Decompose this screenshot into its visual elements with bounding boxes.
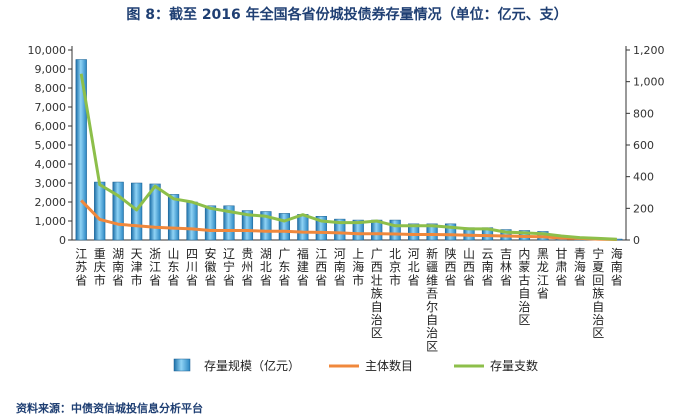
bar-10 [241, 210, 254, 241]
right-tick-label: 0 [633, 234, 640, 247]
left-tick-label: 3,000 [35, 177, 67, 190]
line-series-1 [80, 199, 617, 241]
category-label: 湖北省 [260, 246, 272, 287]
bar-2 [94, 181, 106, 241]
left-tick-label: 8,000 [35, 82, 67, 95]
bar-21 [444, 223, 457, 241]
left-tick-label: 1,000 [35, 215, 67, 228]
left-tick-label: 9,000 [35, 63, 67, 76]
left-tick-label: 0 [59, 234, 66, 247]
category-label: 山西省 [463, 247, 475, 287]
bar-14 [315, 216, 327, 241]
left-tick-label: 4,000 [35, 158, 67, 171]
bar-4 [131, 182, 143, 241]
category-label: 重庆市 [94, 247, 106, 287]
category-label: 上海市 [352, 247, 364, 287]
bar-3 [112, 181, 124, 241]
right-tick-label: 200 [633, 202, 654, 215]
bar-5 [149, 183, 161, 241]
legend-label: 存量支数 [490, 358, 538, 373]
category-label: 河南省 [334, 247, 346, 287]
category-label: 宁夏回族自治区 [592, 246, 604, 340]
chart-title: 图 8：截至 2016 年全国各省份城投债券存量情况（单位：亿元、支） [126, 7, 568, 23]
left-tick-label: 7,000 [35, 101, 67, 114]
bar-7 [186, 201, 198, 241]
category-label: 新疆维吾尔自治区 [426, 246, 438, 353]
bar-12 [278, 213, 290, 241]
left-tick-label: 10,000 [28, 44, 67, 57]
legend-label: 存量规模（亿元） [204, 358, 300, 373]
bar-19 [408, 223, 420, 241]
category-label: 江苏省 [75, 247, 87, 287]
right-tick-label: 1,000 [633, 76, 665, 89]
category-label: 海南省 [611, 246, 623, 287]
bar-20 [426, 223, 438, 241]
bar-8 [204, 205, 217, 241]
category-label: 云南省 [481, 247, 493, 287]
category-label: 江西省 [315, 247, 327, 287]
bar-6 [167, 194, 180, 241]
right-tick-label: 400 [633, 171, 654, 184]
bar-9 [223, 205, 235, 241]
bar-18 [389, 219, 401, 241]
category-label: 广东省 [278, 247, 290, 287]
right-tick-label: 1,200 [633, 44, 665, 57]
category-label: 天津市 [131, 247, 143, 287]
category-label: 山东省 [168, 247, 180, 287]
category-label: 贵州省 [241, 247, 253, 287]
category-label: 北京市 [389, 247, 401, 287]
legend-label: 主体数目 [365, 358, 413, 373]
category-label: 安徽省 [204, 246, 216, 287]
bar-15 [334, 218, 346, 241]
left-tick-label: 6,000 [35, 120, 67, 133]
legend-swatch-bar [173, 358, 191, 372]
category-label: 四川省 [186, 247, 198, 287]
category-label: 黑龙江省 [537, 247, 549, 301]
source-note: 资料来源：中债资信城投信息分析平台 [16, 402, 203, 415]
bar-16 [352, 219, 364, 241]
category-label: 浙江省 [149, 247, 161, 287]
category-label: 甘肃省 [555, 247, 567, 287]
category-label: 福建省 [297, 246, 309, 287]
category-label: 辽宁省 [223, 247, 235, 287]
category-label: 河北省 [408, 247, 420, 287]
category-label: 内蒙古自治区 [518, 247, 530, 327]
category-label: 吉林省 [500, 247, 512, 287]
left-tick-label: 2,000 [35, 196, 67, 209]
bar-1 [75, 59, 87, 241]
line-series-2 [79, 73, 617, 241]
right-tick-label: 600 [633, 139, 654, 152]
bar-11 [260, 211, 272, 241]
category-label: 广西壮族自治区 [371, 247, 383, 340]
bar-13 [297, 214, 309, 241]
right-tick-label: 800 [633, 107, 654, 120]
category-label: 青海省 [574, 247, 586, 287]
left-tick-label: 5,000 [35, 139, 67, 152]
category-label: 湖南省 [112, 246, 124, 287]
category-label: 陕西省 [445, 246, 457, 287]
